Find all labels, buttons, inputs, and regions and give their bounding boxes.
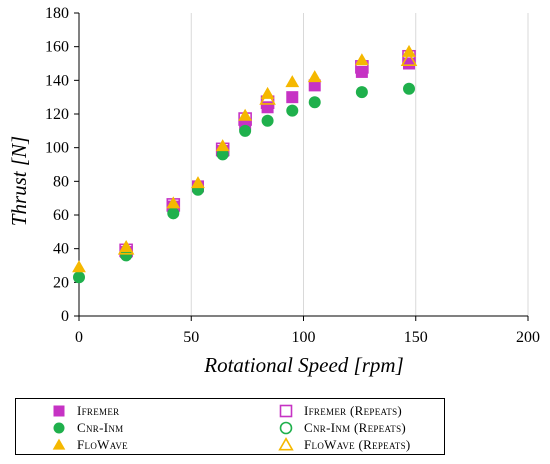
y-tick-label: 60 (53, 207, 69, 224)
point-flowave (215, 139, 230, 152)
point-ifremer (355, 65, 368, 78)
legend-item: Cnr-Inm (49, 419, 123, 436)
point-ifremer (286, 91, 299, 104)
legend-marker (49, 437, 69, 453)
point-flowave-repeats (117, 240, 135, 255)
y-axis-title: Thrust [N] (7, 136, 31, 226)
legend-marker-shape (279, 421, 293, 434)
point-flowave (402, 44, 416, 57)
point-ifremer (308, 79, 321, 92)
x-axis-title: Rotational Speed [rpm] (203, 353, 404, 377)
legend-marker-shape (52, 438, 66, 450)
y-tick-label: 0 (61, 308, 69, 325)
legend-marker-shape (278, 436, 294, 450)
x-tick-label: 0 (75, 329, 83, 346)
thrust-vs-speed-chart: 0 20 40 60 80 100 120 140 160 180 0 50 100 150 200 Th… (7, 5, 540, 377)
y-tick-label: 80 (53, 173, 69, 190)
point-flowave (285, 75, 300, 88)
point-cnr-inm (216, 148, 229, 161)
point-flowave-repeats (259, 90, 276, 105)
axes (74, 12, 529, 321)
point-flowave (72, 260, 86, 273)
legend-label: Cnr-Inm (77, 419, 124, 435)
legend-label: Ifremer (77, 402, 120, 418)
y-tick-label: 160 (45, 39, 69, 56)
point-cnr-inm (120, 249, 133, 262)
x-tick-labels: 0 50 100 150 200 (75, 329, 540, 346)
legend-marker (276, 436, 296, 453)
legend-item: Cnr-Inm (Repeats) (276, 419, 406, 436)
x-tick-label: 50 (183, 329, 199, 346)
x-tick-label: 100 (292, 329, 316, 346)
y-tick-labels: 0 20 40 60 80 100 120 140 160 180 (45, 5, 69, 325)
legend-item: FloWave (49, 436, 128, 453)
point-flowave (191, 176, 205, 189)
legend-label: Cnr-Inm (Repeats) (304, 419, 407, 435)
y-tick-label: 180 (45, 5, 69, 22)
y-tick-label: 40 (53, 241, 69, 258)
point-cnr-inm (403, 82, 416, 95)
point-flowave-repeats (400, 51, 418, 67)
point-cnr-inm (308, 96, 321, 109)
point-cnr-inm (261, 114, 274, 127)
legend-marker-shape (279, 404, 293, 417)
x-tick-label: 150 (404, 329, 428, 346)
y-tick-label: 120 (45, 106, 69, 123)
x-tick-label: 200 (516, 329, 540, 346)
legend-label: FloWave (Repeats) (304, 436, 411, 452)
legend-item: FloWave (Repeats) (276, 436, 411, 453)
point-cnr-inm (239, 124, 252, 137)
point-flowave (307, 70, 322, 83)
point-flowave (238, 108, 253, 121)
point-ifremer (261, 101, 274, 114)
legend-marker (276, 420, 296, 436)
legend-item: Ifremer (Repeats) (276, 402, 402, 419)
point-flowave (354, 53, 369, 66)
y-tick-label: 100 (45, 140, 69, 157)
data-points (72, 44, 418, 284)
point-flowave (166, 196, 181, 209)
legend: Ifremer Ifremer (Repeats) Cnr-Inm Cnr-Inm (… (15, 398, 445, 455)
point-cnr-inm (286, 104, 299, 117)
legend-marker-shape (53, 405, 65, 416)
point-cnr-inm (355, 86, 368, 99)
legend-marker (49, 420, 69, 436)
legend-marker (276, 403, 296, 419)
point-cnr-inm (73, 271, 85, 284)
legend-label: Ifremer (Repeats) (304, 402, 403, 418)
legend-marker-shape (53, 422, 65, 433)
y-tick-label: 20 (53, 274, 69, 291)
legend-item: Ifremer (49, 402, 119, 419)
point-cnr-inm (167, 207, 180, 220)
legend-marker (49, 403, 69, 419)
y-tick-label: 140 (45, 72, 69, 89)
legend-label: FloWave (77, 436, 128, 452)
